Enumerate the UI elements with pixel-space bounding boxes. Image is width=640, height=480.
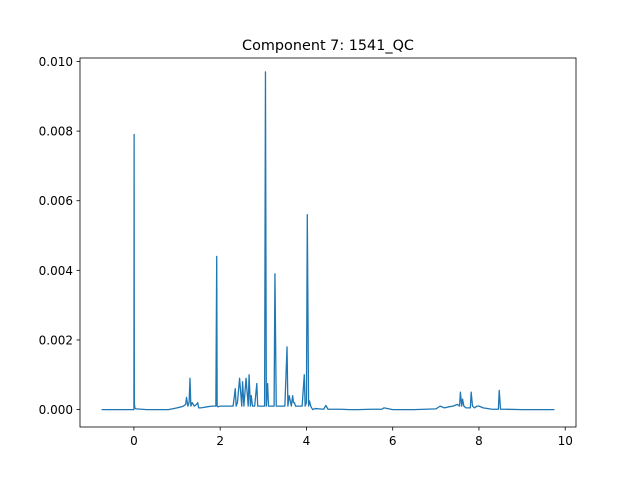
x-tick-label: 10 — [558, 434, 573, 448]
y-tick-label: 0.010 — [39, 55, 73, 69]
x-tick-label: 2 — [216, 434, 224, 448]
y-tick-label: 0.002 — [39, 333, 73, 347]
y-tick-label: 0.000 — [39, 403, 73, 417]
y-tick-label: 0.008 — [39, 125, 73, 139]
y-tick-label: 0.006 — [39, 194, 73, 208]
x-tick-label: 0 — [130, 434, 138, 448]
series-line-0 — [101, 71, 555, 411]
plot-area — [101, 71, 555, 411]
y-tick-label: 0.004 — [39, 264, 73, 278]
x-tick-label: 6 — [389, 434, 397, 448]
x-tick-label: 8 — [475, 434, 483, 448]
x-tick-label: 4 — [303, 434, 311, 448]
y-axis: 0.000 0.002 0.004 0.006 0.008 0.010 — [39, 55, 80, 417]
plot-frame — [79, 57, 577, 428]
chart-title: Component 7: 1541_QC — [242, 38, 414, 54]
x-axis: 0 2 4 6 8 10 — [130, 427, 573, 448]
